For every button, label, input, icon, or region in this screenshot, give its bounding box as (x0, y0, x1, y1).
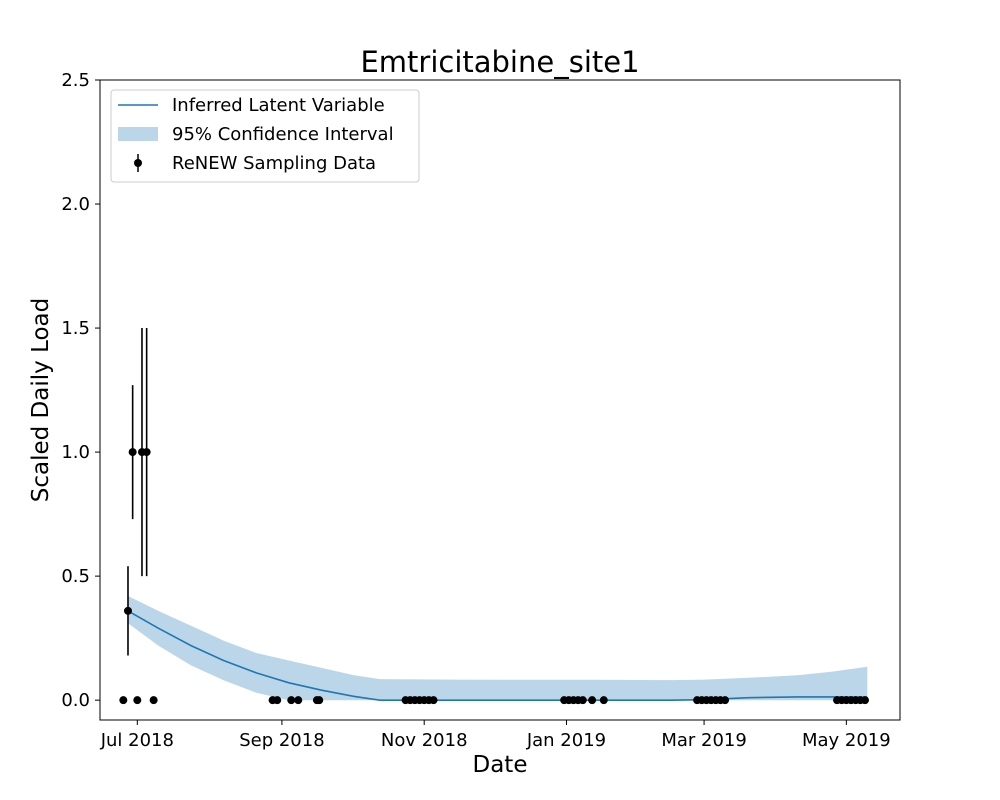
y-axis-ticks: 0.0 0.5 1.0 1.5 2.0 2.5 (61, 70, 100, 711)
sample-point (861, 696, 870, 705)
sample-point (429, 696, 438, 705)
y-tick-label: 1.0 (61, 442, 90, 463)
y-tick-label: 1.5 (61, 318, 90, 339)
sample-point (599, 696, 608, 705)
y-tick-label: 0.5 (61, 566, 90, 587)
x-axis-title: Date (473, 752, 528, 778)
sample-point (287, 696, 296, 705)
sample-point (315, 696, 324, 705)
sample-point (578, 696, 587, 705)
x-axis-ticks: Jul 2018 Sep 2018 Nov 2018 Jan 2019 Mar 2019… (100, 720, 891, 751)
x-tick-label: Nov 2018 (381, 730, 468, 751)
chart-title: Emtricitabine_site1 (360, 45, 639, 79)
x-tick-label: Sep 2018 (239, 730, 324, 751)
y-axis-title: Scaled Daily Load (28, 298, 54, 502)
legend: Inferred Latent Variable 95% Confidence … (110, 89, 420, 183)
legend-marker-swatch (134, 159, 142, 167)
sample-point (119, 696, 128, 705)
plot-frame (99, 79, 901, 721)
sample-point (142, 448, 151, 457)
sample-point (294, 696, 303, 705)
axes (99, 79, 901, 721)
x-tick-label: Mar 2019 (661, 730, 747, 751)
x-tick-label: Jan 2019 (526, 730, 606, 751)
confidence-band (128, 596, 868, 701)
sample-point (721, 696, 730, 705)
y-tick-label: 2.5 (61, 70, 90, 91)
sample-point (123, 606, 132, 615)
x-tick-label: Jul 2018 (100, 730, 174, 751)
sample-point (273, 696, 282, 705)
plot-area (119, 328, 870, 705)
sample-point (588, 696, 597, 705)
legend-label-ci: 95% Confidence Interval (172, 124, 394, 145)
sample-point (149, 696, 158, 705)
sample-point (128, 448, 137, 457)
legend-box (110, 89, 420, 183)
y-tick-label: 0.0 (61, 690, 90, 711)
legend-label-samples: ReNEW Sampling Data (172, 153, 376, 174)
y-tick-label: 2.0 (61, 194, 90, 215)
x-tick-label: May 2019 (802, 730, 891, 751)
legend-band-swatch (118, 127, 158, 141)
legend-label-latent: Inferred Latent Variable (172, 95, 385, 116)
sample-point (133, 696, 142, 705)
